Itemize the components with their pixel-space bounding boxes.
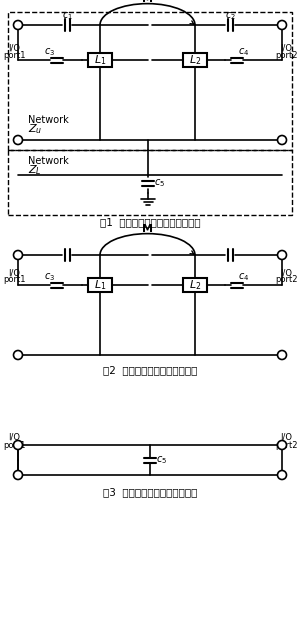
Text: $c_5$: $c_5$ <box>154 177 166 189</box>
Text: port2: port2 <box>275 440 297 449</box>
Bar <box>88 53 112 67</box>
Text: $L_1$: $L_1$ <box>94 278 106 292</box>
Text: $c_3$: $c_3$ <box>44 46 56 58</box>
Circle shape <box>14 135 22 144</box>
Text: I/O: I/O <box>8 433 20 442</box>
Text: I/O: I/O <box>8 268 20 277</box>
Text: $c_5$: $c_5$ <box>156 454 168 466</box>
Text: $c_2$: $c_2$ <box>224 10 236 22</box>
Circle shape <box>278 440 286 449</box>
Text: port1: port1 <box>3 275 25 285</box>
Circle shape <box>278 471 286 479</box>
Text: I/O: I/O <box>8 43 20 52</box>
Text: I/O: I/O <box>280 268 292 277</box>
Text: M: M <box>142 224 153 234</box>
Text: 图2  上半部分网络的滤波器结构: 图2 上半部分网络的滤波器结构 <box>103 365 197 375</box>
Text: Network: Network <box>28 115 69 125</box>
Text: port2: port2 <box>275 50 297 59</box>
Text: $c_1$: $c_1$ <box>61 10 73 22</box>
Text: port2: port2 <box>275 275 297 285</box>
Circle shape <box>278 350 286 360</box>
Text: $c_4$: $c_4$ <box>238 271 250 283</box>
Circle shape <box>14 471 22 479</box>
Text: 图1  有接地电容的带通滤波器结构: 图1 有接地电容的带通滤波器结构 <box>100 217 200 227</box>
Text: $c_4$: $c_4$ <box>238 46 250 58</box>
Text: $Z_L$: $Z_L$ <box>28 163 42 177</box>
Bar <box>8 12 292 150</box>
Text: I/O: I/O <box>280 433 292 442</box>
Text: port1: port1 <box>3 50 25 59</box>
Circle shape <box>14 251 22 260</box>
Text: $c_3$: $c_3$ <box>44 271 56 283</box>
Text: I/O: I/O <box>280 43 292 52</box>
Text: $L_2$: $L_2$ <box>189 53 201 67</box>
Bar <box>183 278 207 292</box>
Bar <box>183 53 207 67</box>
Text: $L_2$: $L_2$ <box>189 278 201 292</box>
Circle shape <box>278 135 286 144</box>
Text: $Z_u$: $Z_u$ <box>28 122 42 136</box>
Bar <box>8 150 292 215</box>
Circle shape <box>14 350 22 360</box>
Circle shape <box>14 440 22 449</box>
Bar <box>88 278 112 292</box>
Circle shape <box>278 251 286 260</box>
Circle shape <box>278 21 286 30</box>
Text: 图3  下半部分网络的滤波器结构: 图3 下半部分网络的滤波器结构 <box>103 487 197 497</box>
Circle shape <box>14 21 22 30</box>
Text: port1: port1 <box>3 440 25 449</box>
Text: $L_1$: $L_1$ <box>94 53 106 67</box>
Text: Network: Network <box>28 156 69 166</box>
Text: M: M <box>142 0 153 4</box>
